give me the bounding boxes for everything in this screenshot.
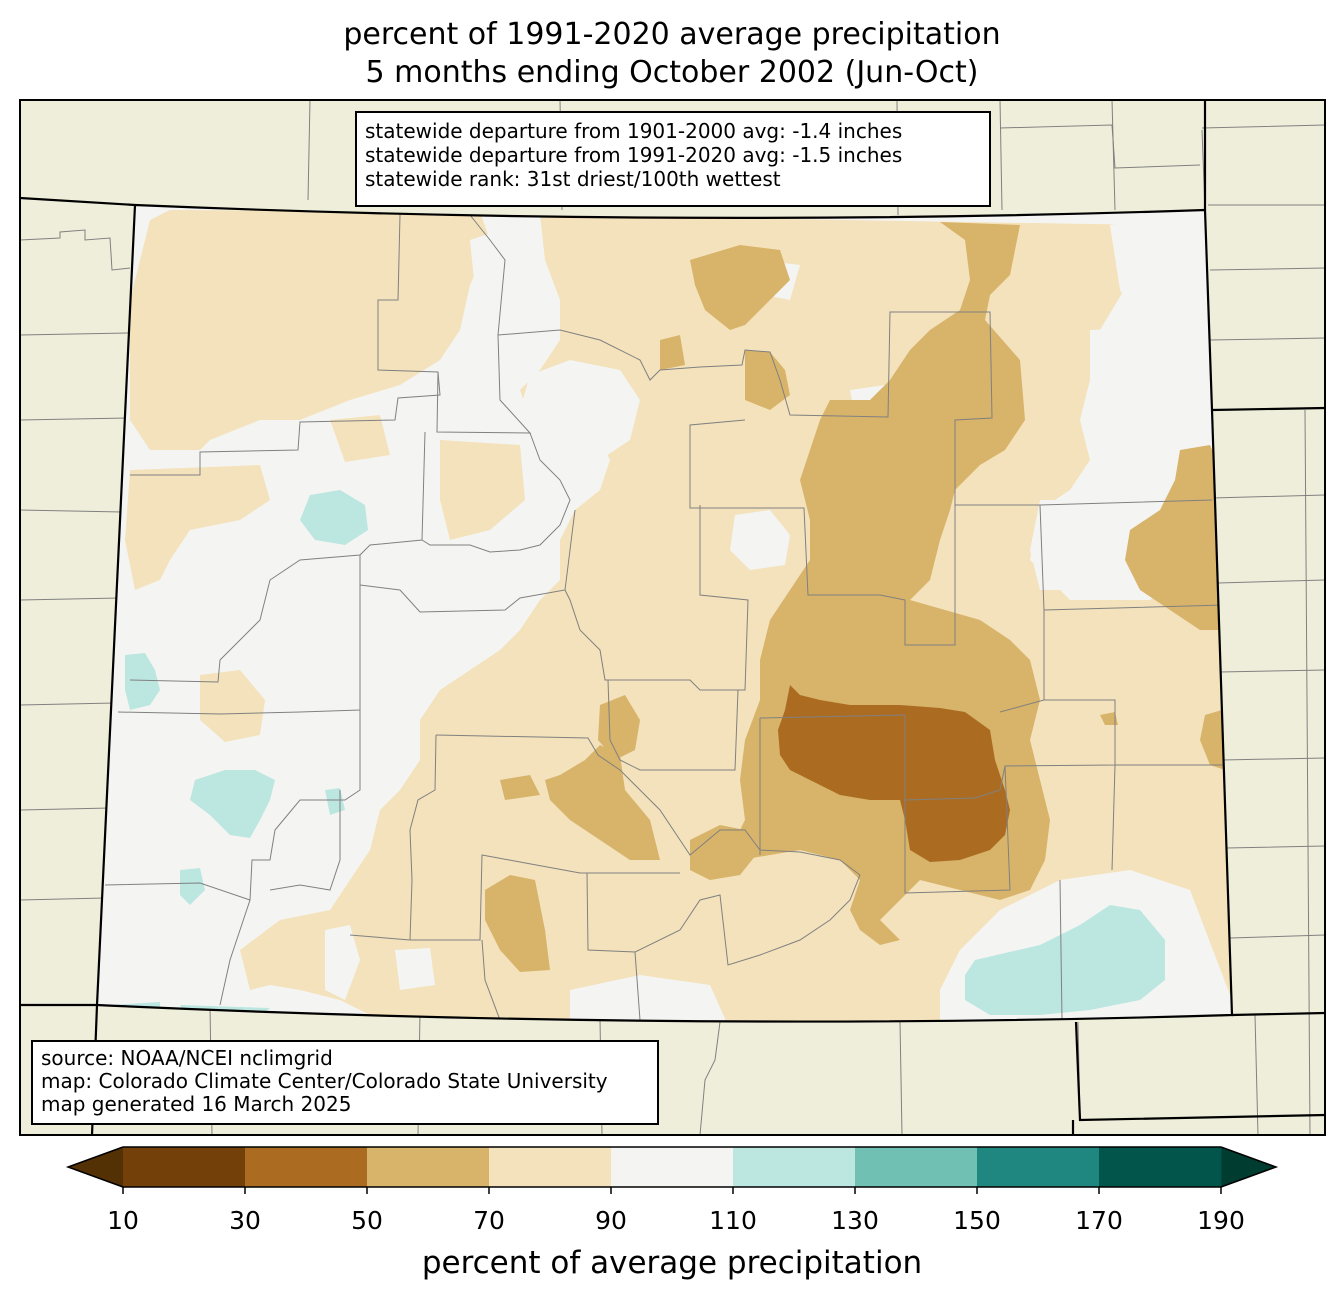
source-line-2: map: Colorado Climate Center/Colorado St… [41,1069,608,1093]
colorbar-tick-label: 70 [473,1206,505,1235]
colorbar-segment [611,1147,734,1187]
colorbar-tick-label: 50 [351,1206,383,1235]
colorbar-tick-label: 150 [953,1206,1001,1235]
colorbar-segment [977,1147,1100,1187]
colorbar-segment [733,1147,856,1187]
colorbar-under-arrow [68,1147,123,1187]
colorbar-segment [855,1147,978,1187]
colorbar-tick-label: 170 [1075,1206,1123,1235]
colorado-precip-field [97,205,1232,1022]
colorbar-title: percent of average precipitation [421,1245,923,1281]
colorbar-tick-label: 190 [1197,1206,1245,1235]
source-box: source: NOAA/NCEI nclimgrid map: Colorad… [31,1040,659,1125]
map-title-line2: 5 months ending October 2002 (Jun-Oct) [365,55,979,90]
colorbar-segment [123,1147,246,1187]
colorbar-segment [245,1147,368,1187]
colorbar [65,1146,1279,1194]
map-frame [19,99,1326,1136]
colorbar-segment [367,1147,490,1187]
colorbar-over-arrow [1221,1147,1276,1187]
colorbar-segment [489,1147,612,1187]
county-lines [104,214,1228,1021]
colorbar-tick-label: 130 [831,1206,879,1235]
colorbar-tick-label: 90 [595,1206,627,1235]
colorbar-tick-label: 30 [229,1206,261,1235]
colorbar-segment [1099,1147,1222,1187]
colorbar-tick-label: 10 [107,1206,139,1235]
stats-line-3: statewide rank: 31st driest/100th wettes… [365,167,781,191]
source-line-1: source: NOAA/NCEI nclimgrid [41,1046,333,1070]
stats-line-2: statewide departure from 1991-2020 avg: … [365,143,903,167]
source-line-3: map generated 16 March 2025 [41,1092,352,1116]
colorbar-tick-label: 110 [709,1206,757,1235]
statewide-stats-box: statewide departure from 1901-2000 avg: … [355,111,991,207]
map-title-line1: percent of 1991-2020 average precipitati… [343,17,1001,52]
stats-line-1: statewide departure from 1901-2000 avg: … [365,119,903,143]
